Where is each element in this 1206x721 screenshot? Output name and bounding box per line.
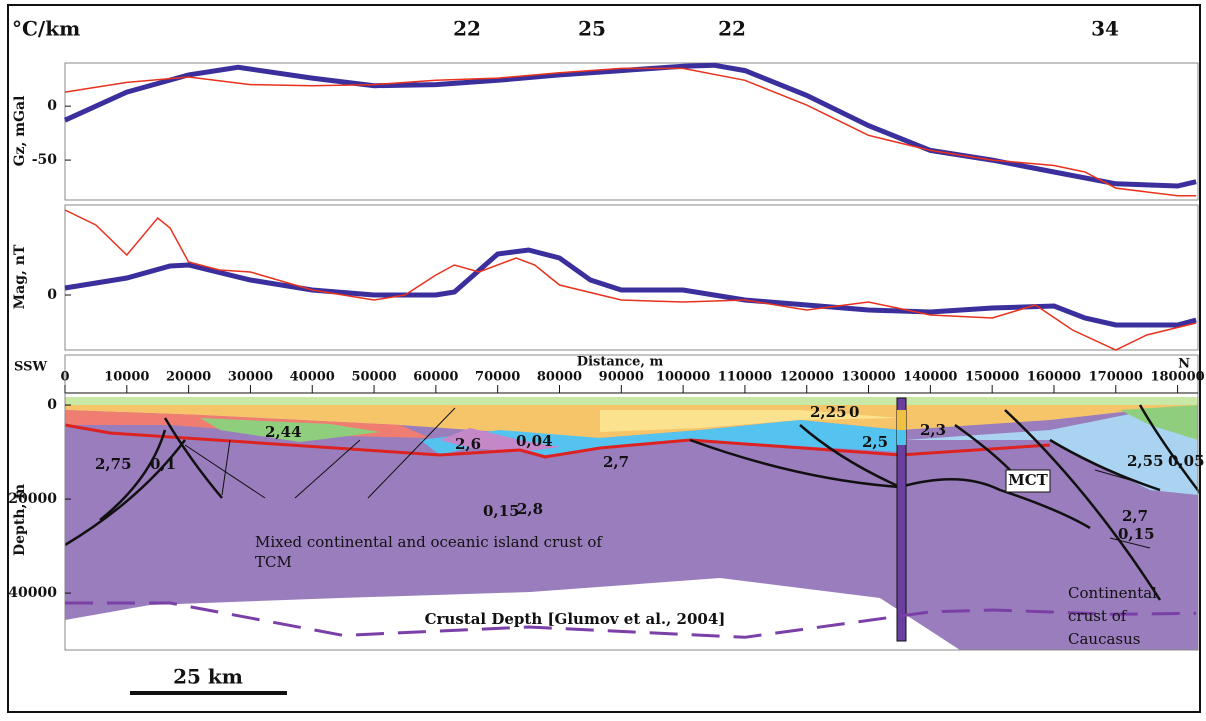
section-geology bbox=[64, 354, 1201, 651]
heat-flow-value: 22 bbox=[453, 17, 481, 41]
heat-flow-value: 22 bbox=[718, 17, 746, 41]
crustal-depth-line bbox=[65, 601, 1197, 639]
y-tick-label: 0 bbox=[47, 98, 57, 114]
x-tick-label: 170000 bbox=[1089, 370, 1143, 385]
annotation: crust of bbox=[1068, 607, 1128, 625]
annotation: 2,5 bbox=[862, 433, 888, 451]
x-tick-label: 100000 bbox=[656, 370, 710, 385]
series-line bbox=[63, 62, 1197, 189]
outer-frame bbox=[7, 4, 1201, 713]
annotation: Crustal Depth [Glumov et al., 2004] bbox=[425, 610, 726, 628]
x-tick-label: 180000 bbox=[1150, 370, 1204, 385]
gravity-frame bbox=[64, 62, 1199, 201]
x-tick-label: 0 bbox=[60, 370, 69, 385]
annotation: 0,04 bbox=[516, 432, 553, 450]
x-tick-label: 70000 bbox=[475, 370, 520, 385]
left-label: SSW bbox=[14, 360, 47, 375]
series-line bbox=[64, 247, 1197, 328]
x-tick-label: 90000 bbox=[599, 370, 644, 385]
heat-flow-unit: °C/km bbox=[12, 17, 80, 41]
x-tick-label: 150000 bbox=[965, 370, 1019, 385]
annotation: 2,55 bbox=[1127, 452, 1164, 470]
heat-flow-value: 25 bbox=[578, 17, 606, 41]
y-axis-label: Depth, m bbox=[12, 484, 28, 556]
x-tick-label: 10000 bbox=[104, 370, 149, 385]
annotation: MCT bbox=[1008, 471, 1049, 489]
annotation: 2,7 bbox=[1122, 507, 1148, 525]
x-tick-label: 40000 bbox=[290, 370, 335, 385]
x-tick-label: 60000 bbox=[413, 370, 458, 385]
x-tick-label: 50000 bbox=[351, 370, 396, 385]
x-tick-label: 160000 bbox=[1027, 370, 1081, 385]
annotation: 2,7 bbox=[603, 453, 629, 471]
y-tick-label: -50 bbox=[32, 152, 58, 168]
y-tick-label: 0 bbox=[47, 287, 57, 303]
y-axis-label: Mag, nT bbox=[12, 244, 28, 309]
y-tick-label: 20000 bbox=[8, 491, 57, 507]
scale-label: 25 km bbox=[173, 665, 243, 689]
x-tick-label: 30000 bbox=[228, 370, 273, 385]
x-tick-label: 140000 bbox=[903, 370, 957, 385]
annotation: Continental bbox=[1068, 584, 1157, 602]
annotation: 2,3 bbox=[920, 421, 946, 439]
x-axis-label: Distance, m bbox=[577, 355, 664, 370]
annotation: 0,05 bbox=[1168, 452, 1205, 470]
annotation: 0,1 bbox=[150, 455, 176, 473]
annotation: TCM bbox=[255, 553, 292, 571]
series-line bbox=[64, 67, 1197, 197]
y-tick-label: 0 bbox=[47, 397, 57, 413]
y-tick-label: 40000 bbox=[8, 585, 57, 601]
right-label: N bbox=[1178, 357, 1190, 372]
x-tick-label: 20000 bbox=[166, 370, 211, 385]
x-tick-label: 80000 bbox=[537, 370, 582, 385]
annotation: Caucasus bbox=[1068, 630, 1140, 648]
annotation: 2,75 bbox=[95, 455, 132, 473]
heat-flow-value: 34 bbox=[1091, 17, 1119, 41]
annotation: 2,44 bbox=[265, 423, 302, 441]
annotation: Mixed continental and oceanic island cru… bbox=[255, 533, 603, 551]
annotation: 2,6 bbox=[455, 435, 481, 453]
x-tick-label: 110000 bbox=[718, 370, 772, 385]
annotation: 2,25 bbox=[810, 403, 847, 421]
series-line bbox=[64, 209, 1197, 351]
x-tick-label: 120000 bbox=[780, 370, 834, 385]
mag-frame bbox=[64, 204, 1199, 351]
mct-box bbox=[1005, 469, 1051, 493]
y-axis-label: Gz, mGal bbox=[12, 96, 28, 167]
annotation: 0,15 bbox=[1118, 525, 1155, 543]
x-tick-label: 130000 bbox=[841, 370, 895, 385]
annotation: 2,8 bbox=[517, 500, 543, 518]
annotation: 0 bbox=[849, 403, 859, 421]
annotation: 0,15 bbox=[483, 502, 520, 520]
